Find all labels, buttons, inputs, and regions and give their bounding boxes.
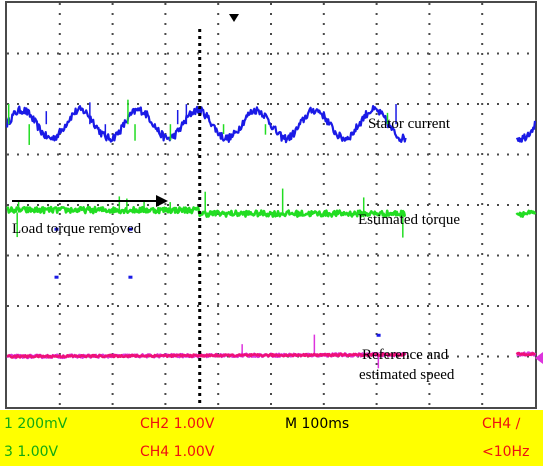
ch4-level-marker-icon [535, 352, 543, 364]
readout-ch3: 3 1.00V [4, 444, 59, 460]
annotation-speed-line1: Reference and [362, 347, 449, 363]
readout-panel [0, 410, 543, 466]
trace-dot [376, 333, 381, 337]
readout-ch4: CH4 1.00V [140, 444, 215, 460]
traces [5, 99, 537, 369]
readout-timebase: M 100ms [285, 416, 349, 432]
annotation-stator-current: Stator current [368, 116, 451, 132]
annotation-estimated-torque: Estimated torque [358, 212, 460, 228]
readout-trigger-frequency: <10Hz [482, 444, 529, 460]
trace-estimated-speed [515, 351, 536, 357]
readout-ch2: CH2 1.00V [140, 416, 215, 432]
trace-dot [54, 227, 59, 231]
readout-ch1: 1 200mV [4, 416, 68, 432]
plot-frame [5, 1, 537, 409]
annotation-load-torque-removed: Load torque removed [12, 221, 142, 237]
graticule [7, 3, 535, 407]
trace-stator-current [5, 105, 407, 144]
trigger-arrow-icon [229, 14, 239, 22]
trace-dot [54, 275, 59, 279]
load-removed-arrowhead-icon [156, 195, 168, 207]
trace-estimated-torque [6, 205, 407, 218]
trace-dot [128, 275, 133, 279]
trace-estimated-torque [515, 209, 537, 218]
trace-stator-current [515, 120, 537, 143]
trace-estimated-speed [6, 352, 407, 359]
annotation-speed-line2: estimated speed [359, 367, 455, 383]
trace-dot [128, 227, 133, 231]
readout-trigger: CH4 ∕ [482, 416, 521, 432]
